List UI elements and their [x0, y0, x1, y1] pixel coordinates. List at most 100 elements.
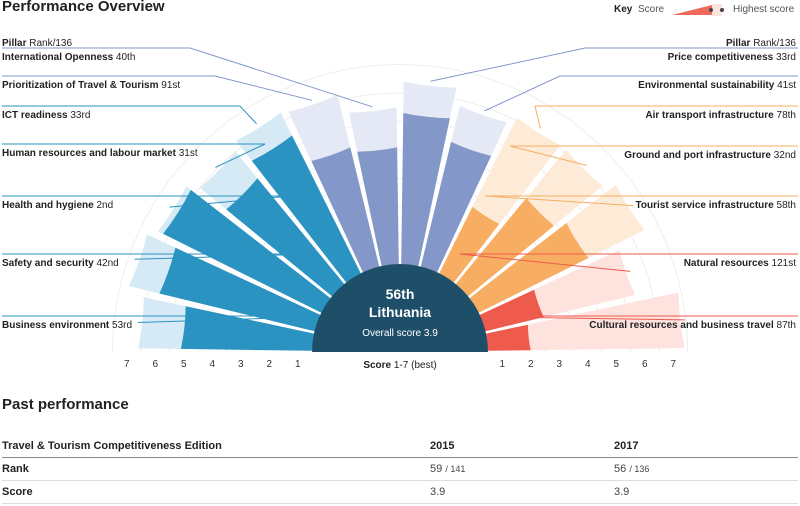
pillar-rank: 40th: [113, 52, 135, 63]
leader-line: [2, 75, 313, 101]
past-performance-title: Past performance: [2, 396, 129, 413]
pillar-rank: 58th: [774, 200, 796, 211]
tick-label-left: 5: [181, 359, 187, 370]
key-highest-swatch: [712, 4, 722, 16]
pillar-label: Natural resources 121st: [684, 258, 797, 269]
grid-ring: [112, 64, 688, 353]
svg-text:Pillar Rank/136: Pillar Rank/136: [2, 38, 72, 49]
tick-label-right: 3: [557, 359, 563, 370]
score-bar: [401, 113, 450, 266]
rank-2015-cell: 59 / 141: [430, 457, 614, 481]
pillar-name: Price competitiveness: [668, 52, 774, 63]
pillar-name: Prioritization of Travel & Tourism: [2, 80, 159, 91]
score-2015-cell: 3.9: [430, 480, 614, 504]
pillar-rank: 33rd: [773, 52, 796, 63]
right-pillar-word: Pillar: [726, 38, 751, 49]
pillar-label: ICT readiness 33rd: [2, 110, 90, 121]
overall-rank: 56th: [386, 286, 415, 302]
pillar-rank: 53rd: [109, 320, 132, 331]
performance-chart: Performance Overview Key Score Highest s…: [2, 0, 798, 371]
pillar-rank: 91st: [159, 80, 181, 91]
pillar-rank: 42nd: [94, 258, 119, 269]
rank-2017-value: 56: [614, 463, 627, 475]
pillar-rank: 41st: [774, 80, 796, 91]
score-bar: [439, 206, 500, 283]
left-pillar-word: Pillar: [2, 38, 27, 49]
score-bar: [251, 135, 361, 283]
rank-2015-total: / 141: [445, 464, 466, 474]
overall-score-value: 3.9: [424, 328, 438, 339]
table-row: Rank 59 / 141 56 / 136: [2, 457, 798, 481]
svg-text:Overall score 3.9: Overall score 3.9: [362, 328, 438, 339]
score-bar: [420, 141, 492, 273]
pillar-rank: 121st: [769, 258, 796, 269]
pillar-name: Health and hygiene: [2, 200, 94, 211]
pillar-name: Safety and security: [2, 258, 94, 269]
table-header-row: Travel & Tourism Competitiveness Edition…: [2, 436, 798, 458]
pillar-name: International Openness: [2, 52, 114, 63]
leader-line: [430, 47, 798, 82]
overall-score-disc: 56th Lithuania Overall score 3.9: [312, 264, 488, 352]
pillar-label: Ground and port infrastructure 32nd: [624, 150, 796, 161]
tick-label-left: 1: [295, 359, 301, 370]
pillar-label: Tourist service infrastructure 58th: [636, 200, 796, 211]
tick-label-left: 4: [210, 359, 216, 370]
year-2015-header: 2015: [430, 436, 614, 458]
leader-line: [484, 195, 798, 207]
chart-key: Key Score Highest score: [614, 4, 795, 16]
pillar-name: Air transport infrastructure: [645, 110, 774, 121]
pillar-rank: 32nd: [771, 150, 796, 161]
rank-2017-total: / 136: [629, 464, 650, 474]
pillar-name: Ground and port infrastructure: [624, 150, 771, 161]
key-highest-label: Highest score: [733, 4, 795, 15]
pillar-name: Tourist service infrastructure: [636, 200, 775, 211]
rank-2017-cell: 56 / 136: [614, 457, 798, 481]
key-label: Key: [614, 4, 633, 15]
tick-label-right: 7: [671, 359, 677, 370]
tick-label-left: 3: [238, 359, 244, 370]
key-score-label: Score: [638, 4, 665, 15]
score-bar: [159, 247, 321, 332]
score-bar: [455, 198, 554, 297]
leader-line: [2, 195, 291, 208]
tick-label-left: 7: [124, 359, 130, 370]
tick-label-right: 5: [614, 359, 620, 370]
pillar-label: Cultural resources and business travel 8…: [589, 320, 796, 331]
pillar-label: Prioritization of Travel & Tourism 91st: [2, 80, 180, 91]
svg-text:Score 1-7 (best): Score 1-7 (best): [363, 360, 436, 371]
pillar-name: Human resources and labour market: [2, 148, 177, 159]
overall-score-label: Overall score: [362, 328, 421, 339]
tick-label-right: 6: [642, 359, 648, 370]
rank-2015-value: 59: [430, 463, 443, 475]
pillar-name: Natural resources: [684, 258, 769, 269]
key-score-swatch: [672, 5, 712, 15]
leader-line: [534, 105, 798, 129]
pillar-rank: 2nd: [94, 200, 113, 211]
key-score-dot: [709, 8, 713, 12]
tick-label-right: 2: [528, 359, 534, 370]
edition-column-header: Travel & Tourism Competitiveness Edition: [2, 436, 430, 458]
tick-label-right: 1: [500, 359, 506, 370]
right-pillar-header: Pillar Rank/136: [726, 38, 796, 49]
leader-line: [2, 143, 266, 168]
pillar-label: Business environment 53rd: [2, 320, 132, 331]
pillar-rank: 78th: [774, 110, 796, 121]
score-bar: [180, 306, 314, 351]
pillar-label: International Openness 40th: [2, 52, 135, 63]
score-2017-cell: 3.9: [614, 480, 798, 504]
score-bar: [311, 147, 380, 273]
score-bar: [163, 189, 331, 313]
left-pillar-header: Pillar Rank/136: [2, 38, 72, 49]
pillar-rank: 87th: [774, 320, 796, 331]
score-bar: [226, 178, 345, 297]
pillar-rank: 31st: [176, 148, 198, 159]
pillar-label: Air transport infrastructure 78th: [645, 110, 796, 121]
rank-row-label: Rank: [2, 457, 430, 481]
center-semicircle: [312, 264, 488, 352]
leader-line: [2, 253, 316, 260]
leader-line: [459, 253, 798, 272]
score-bar: [357, 147, 399, 266]
score-bar: [479, 289, 544, 332]
highest-score-bar: [486, 292, 685, 351]
pillar-label: Price competitiveness 33rd: [668, 52, 796, 63]
